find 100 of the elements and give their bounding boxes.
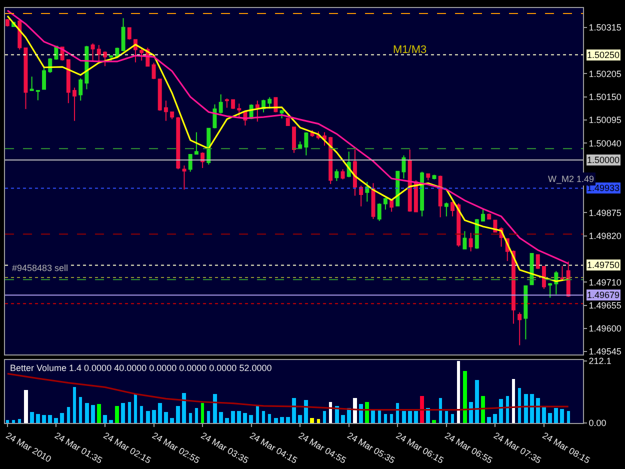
bar [54,418,58,423]
bar [73,386,76,423]
candlestick [377,202,382,222]
x-tick-label: 24 Mar 03:35 [199,430,250,466]
candlestick [231,98,236,110]
bar [12,420,15,423]
bar [384,414,387,423]
bar [30,412,34,423]
bar [530,394,534,423]
bar [268,414,271,423]
bar [91,404,95,423]
bar [292,398,296,423]
bar [365,402,369,423]
candlestick [322,132,326,146]
candlestick [218,94,223,114]
bar [152,410,156,423]
candlestick [524,284,528,340]
bar [36,414,40,423]
y-tick-label: 1.50315 [588,22,622,33]
candlestick [5,18,10,28]
bar [225,418,229,423]
candlestick [127,26,132,40]
bar [542,406,546,423]
ref-line-label: 1.50250 [587,50,620,60]
bar [115,406,119,423]
candlestick [359,185,364,207]
candlestick [24,47,28,110]
candlestick [481,209,485,222]
x-tick-label: 24 Mar 02:55 [150,430,202,466]
y-tick-label: 1.49600 [588,324,622,334]
bar [359,404,363,423]
candlestick [474,218,479,250]
y-tick-label: 1.49655 [588,300,622,310]
bar [18,418,21,423]
bar [518,388,521,423]
annotation: #9458483 sell [12,263,68,273]
bar [548,412,552,423]
bar [24,390,28,423]
bar [103,414,107,423]
bar [79,396,82,423]
bar [201,402,204,423]
candlestick [328,136,333,184]
bar [420,396,424,423]
bar [536,398,540,423]
ref-line-label: 1.49750 [587,260,620,270]
candlestick [371,182,376,220]
x-tick-label: 24 Mar 07:35 [492,430,543,466]
candlestick [286,117,290,126]
bar [195,408,198,423]
bar [109,420,113,423]
bar [298,414,302,423]
bar [249,414,253,423]
candlestick [304,132,308,156]
bar [310,418,314,423]
candlestick [18,20,22,50]
candlestick [103,50,107,67]
bar [560,408,564,423]
candlestick [444,202,448,217]
bar [554,408,558,423]
candlestick [176,116,180,170]
bar [426,408,430,423]
bar [67,406,70,423]
bar [481,396,485,423]
candlestick [352,148,357,196]
bar [469,402,473,423]
candlestick [140,48,144,62]
bar [432,420,436,423]
bar [475,380,479,423]
bar [524,394,528,423]
bar [256,406,259,423]
bar [487,416,491,423]
bar [408,410,412,423]
bar [378,410,381,423]
candlestick [426,172,430,181]
candlestick [536,254,540,270]
candlestick [96,44,101,62]
candlestick [450,201,455,217]
bar [170,418,174,423]
candlestick [237,103,242,118]
candlestick [438,175,442,218]
candlestick [560,266,564,281]
candlestick [292,126,296,154]
y-tick-label: 1.50095 [588,115,622,126]
candlestick [30,76,34,92]
candlestick [152,62,156,80]
annotation: W_M2 1.49 [548,174,594,184]
y-tick-label: 1.50040 [588,138,622,148]
bar [414,410,418,423]
ref-line-label: 1.49679 [587,290,620,300]
bar [274,418,278,423]
candlestick [224,98,229,108]
bar [140,406,143,423]
bar [463,370,467,423]
candlestick [109,54,114,62]
bar [60,412,64,423]
bar [6,420,9,423]
bar [402,410,406,423]
bar [371,410,375,423]
bar [493,414,497,423]
candlestick [164,100,168,122]
